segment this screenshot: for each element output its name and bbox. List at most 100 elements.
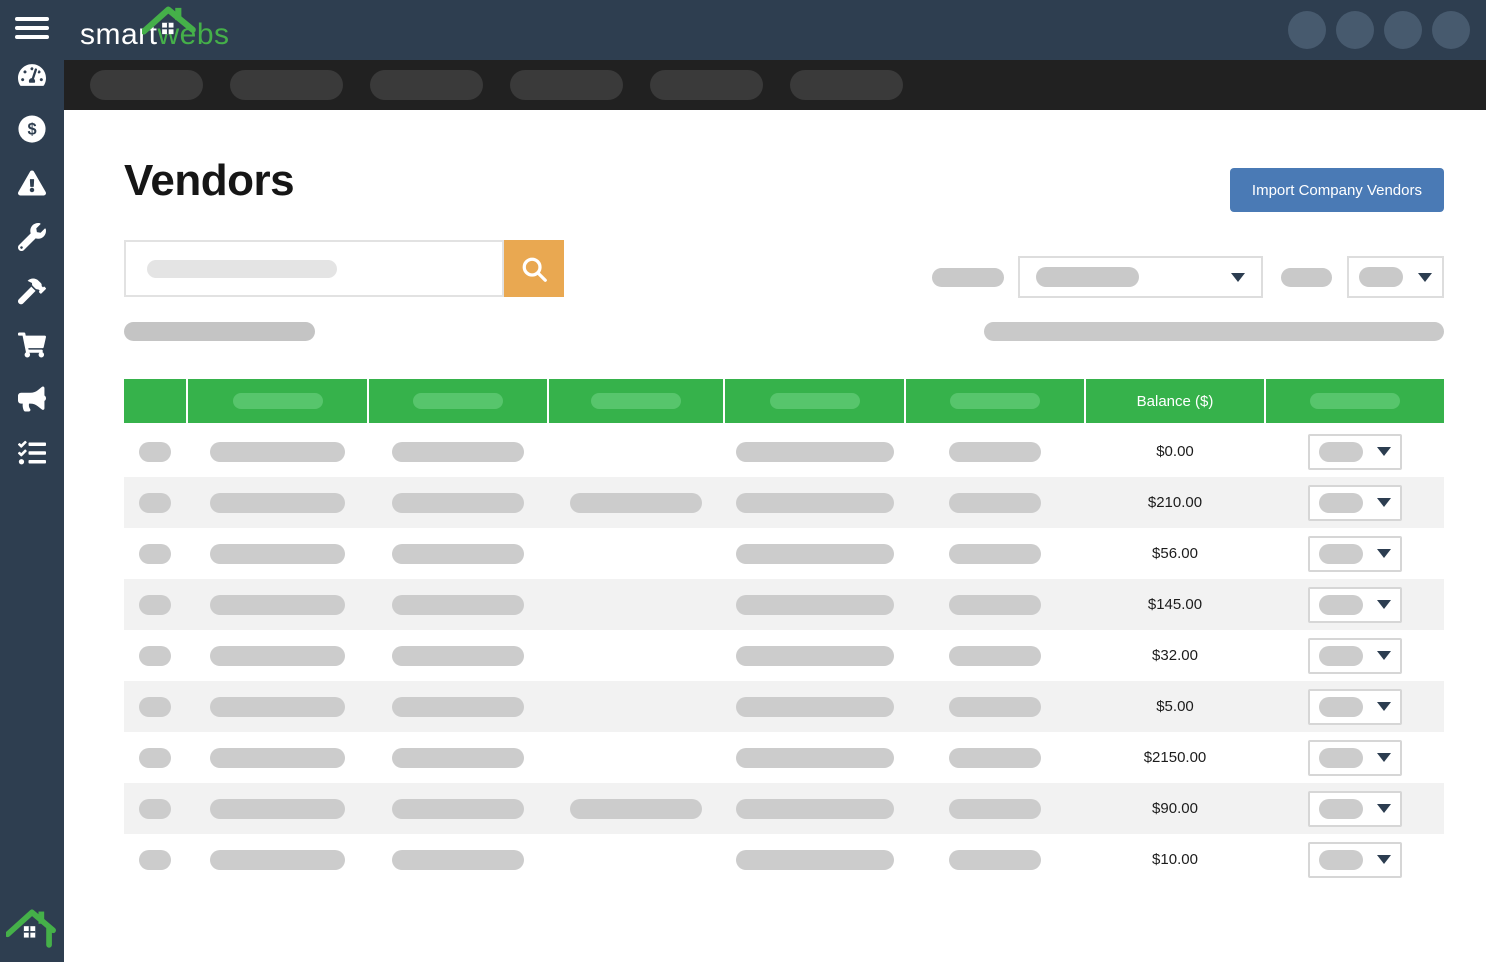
subnav-item-6[interactable]: [790, 70, 903, 100]
subnav-item-3[interactable]: [370, 70, 483, 100]
search-button[interactable]: [504, 240, 564, 297]
table-header-col-5[interactable]: [725, 379, 904, 423]
top-navbar: smartwebs: [0, 0, 1486, 60]
table-body: $0.00 $210.00 $56.00: [124, 426, 1444, 885]
sidebar-item-dashboard[interactable]: [17, 61, 47, 89]
sidebar-item-projects[interactable]: [17, 277, 47, 305]
row-action-select[interactable]: [1308, 637, 1402, 674]
chevron-down-icon: [1377, 549, 1391, 558]
row-checkbox-placeholder[interactable]: [139, 696, 171, 717]
row-action-select[interactable]: [1308, 739, 1402, 776]
select-value-pill: [1319, 441, 1363, 462]
vendor-category-placeholder: [392, 849, 524, 870]
vendor-name-placeholder: [210, 849, 345, 870]
vendor-contact-placeholder: [735, 492, 894, 513]
vendor-contact-placeholder: [735, 747, 894, 768]
row-checkbox-placeholder[interactable]: [139, 441, 171, 462]
balance-value: $10.00: [1152, 851, 1198, 868]
chevron-down-icon: [1377, 702, 1391, 711]
vendor-contact-placeholder: [735, 543, 894, 564]
chevron-down-icon: [1377, 651, 1391, 660]
vendor-name-placeholder: [210, 543, 345, 564]
dollar-circle-icon: $: [18, 115, 46, 143]
vendor-phone-placeholder: [949, 798, 1041, 819]
table-header-col-4[interactable]: [549, 379, 723, 423]
vendor-contact-placeholder: [735, 594, 894, 615]
row-checkbox-placeholder[interactable]: [139, 543, 171, 564]
chevron-down-icon: [1377, 804, 1391, 813]
row-checkbox-placeholder[interactable]: [139, 849, 171, 870]
search-input[interactable]: [124, 240, 504, 297]
vendor-category-placeholder: [392, 645, 524, 666]
vendors-table: Balance ($) $0.00 $210.00: [124, 379, 1444, 885]
sidebar-item-tasks[interactable]: [17, 439, 47, 467]
row-checkbox-placeholder[interactable]: [139, 645, 171, 666]
filter-dropdown-1-value-pill: [1036, 267, 1139, 287]
table-header-col-8[interactable]: [1266, 379, 1444, 423]
subnav-item-5[interactable]: [650, 70, 763, 100]
subnav-item-2[interactable]: [230, 70, 343, 100]
page-title: Vendors: [124, 156, 295, 205]
brand-roof-icon: [142, 6, 196, 35]
select-value-pill: [1319, 543, 1363, 564]
header-placeholder-pill: [1310, 393, 1400, 409]
table-row: $210.00: [124, 477, 1444, 528]
table-header-balance[interactable]: Balance ($): [1086, 379, 1264, 423]
sidebar-nav: $: [17, 61, 47, 467]
topbar-action-button-3[interactable]: [1384, 11, 1422, 49]
balance-value: $0.00: [1156, 443, 1194, 460]
header-placeholder-pill: [232, 393, 323, 409]
subnav-item-4[interactable]: [510, 70, 623, 100]
row-action-select[interactable]: [1308, 484, 1402, 521]
brand-logo[interactable]: smartwebs: [80, 6, 230, 54]
vendor-extra-placeholder: [570, 798, 702, 819]
table-header-col-3[interactable]: [369, 379, 547, 423]
row-checkbox-placeholder[interactable]: [139, 747, 171, 768]
subnav-item-1[interactable]: [90, 70, 203, 100]
row-action-select[interactable]: [1308, 535, 1402, 572]
sidebar-item-violations[interactable]: [17, 169, 47, 197]
row-checkbox-placeholder[interactable]: [139, 594, 171, 615]
hamburger-menu-icon[interactable]: [15, 17, 49, 39]
topbar-action-button-4[interactable]: [1432, 11, 1470, 49]
table-row: $56.00: [124, 528, 1444, 579]
vendor-phone-placeholder: [949, 492, 1041, 513]
vendor-phone-placeholder: [949, 594, 1041, 615]
vendor-extra-placeholder: [570, 492, 702, 513]
select-value-pill: [1319, 696, 1363, 717]
row-action-select[interactable]: [1308, 586, 1402, 623]
sidebar-item-billing[interactable]: $: [17, 115, 47, 143]
sidebar: $: [0, 0, 64, 962]
row-action-select[interactable]: [1308, 433, 1402, 470]
row-action-select[interactable]: [1308, 790, 1402, 827]
chevron-down-icon: [1377, 447, 1391, 456]
import-company-vendors-button[interactable]: Import Company Vendors: [1229, 168, 1444, 212]
topbar-action-button-2[interactable]: [1336, 11, 1374, 49]
secondary-navbar: [64, 60, 1486, 110]
filter-dropdown-1[interactable]: [1018, 256, 1263, 298]
vendor-category-placeholder: [392, 747, 524, 768]
filter-label-placeholder-2: [1281, 268, 1332, 287]
sidebar-item-maintenance[interactable]: [17, 223, 47, 251]
vendor-name-placeholder: [210, 645, 345, 666]
chevron-down-icon: [1377, 498, 1391, 507]
balance-value: $90.00: [1152, 800, 1198, 817]
sidebar-item-purchasing[interactable]: [17, 331, 47, 359]
row-action-select[interactable]: [1308, 841, 1402, 878]
vendor-contact-placeholder: [735, 441, 894, 462]
table-header-select[interactable]: [124, 379, 186, 423]
vendor-category-placeholder: [392, 543, 524, 564]
table-header-col-6[interactable]: [906, 379, 1084, 423]
sidebar-item-announcements[interactable]: [17, 385, 47, 413]
topbar-action-button-1[interactable]: [1288, 11, 1326, 49]
filter-dropdown-2[interactable]: [1347, 256, 1444, 298]
shopping-cart-icon: [18, 332, 46, 358]
row-checkbox-placeholder[interactable]: [139, 492, 171, 513]
vendor-contact-placeholder: [735, 696, 894, 717]
search-row: [124, 240, 564, 297]
row-checkbox-placeholder[interactable]: [139, 798, 171, 819]
table-header-col-2[interactable]: [188, 379, 367, 423]
search-icon: [522, 257, 547, 282]
row-action-select[interactable]: [1308, 688, 1402, 725]
vendor-name-placeholder: [210, 696, 345, 717]
